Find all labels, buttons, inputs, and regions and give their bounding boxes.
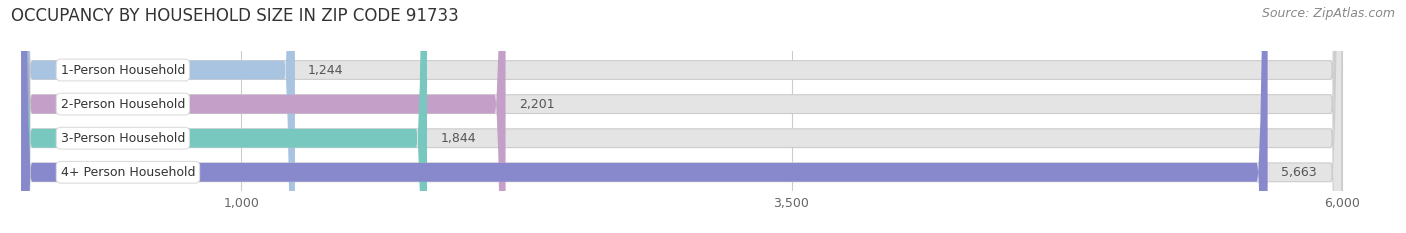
Text: 2-Person Household: 2-Person Household [60, 98, 186, 111]
FancyBboxPatch shape [21, 0, 1341, 233]
Text: 2,201: 2,201 [519, 98, 554, 111]
FancyBboxPatch shape [21, 0, 1341, 233]
FancyBboxPatch shape [21, 0, 506, 233]
Text: 3-Person Household: 3-Person Household [60, 132, 186, 145]
Text: OCCUPANCY BY HOUSEHOLD SIZE IN ZIP CODE 91733: OCCUPANCY BY HOUSEHOLD SIZE IN ZIP CODE … [11, 7, 458, 25]
FancyBboxPatch shape [21, 0, 1341, 233]
Text: 4+ Person Household: 4+ Person Household [60, 166, 195, 179]
FancyBboxPatch shape [21, 0, 295, 233]
Text: 1-Person Household: 1-Person Household [60, 64, 186, 76]
Text: 1,244: 1,244 [308, 64, 343, 76]
Text: 1,844: 1,844 [440, 132, 475, 145]
Text: 5,663: 5,663 [1281, 166, 1316, 179]
Text: Source: ZipAtlas.com: Source: ZipAtlas.com [1261, 7, 1395, 20]
FancyBboxPatch shape [21, 0, 1341, 233]
FancyBboxPatch shape [21, 0, 1268, 233]
FancyBboxPatch shape [21, 0, 427, 233]
